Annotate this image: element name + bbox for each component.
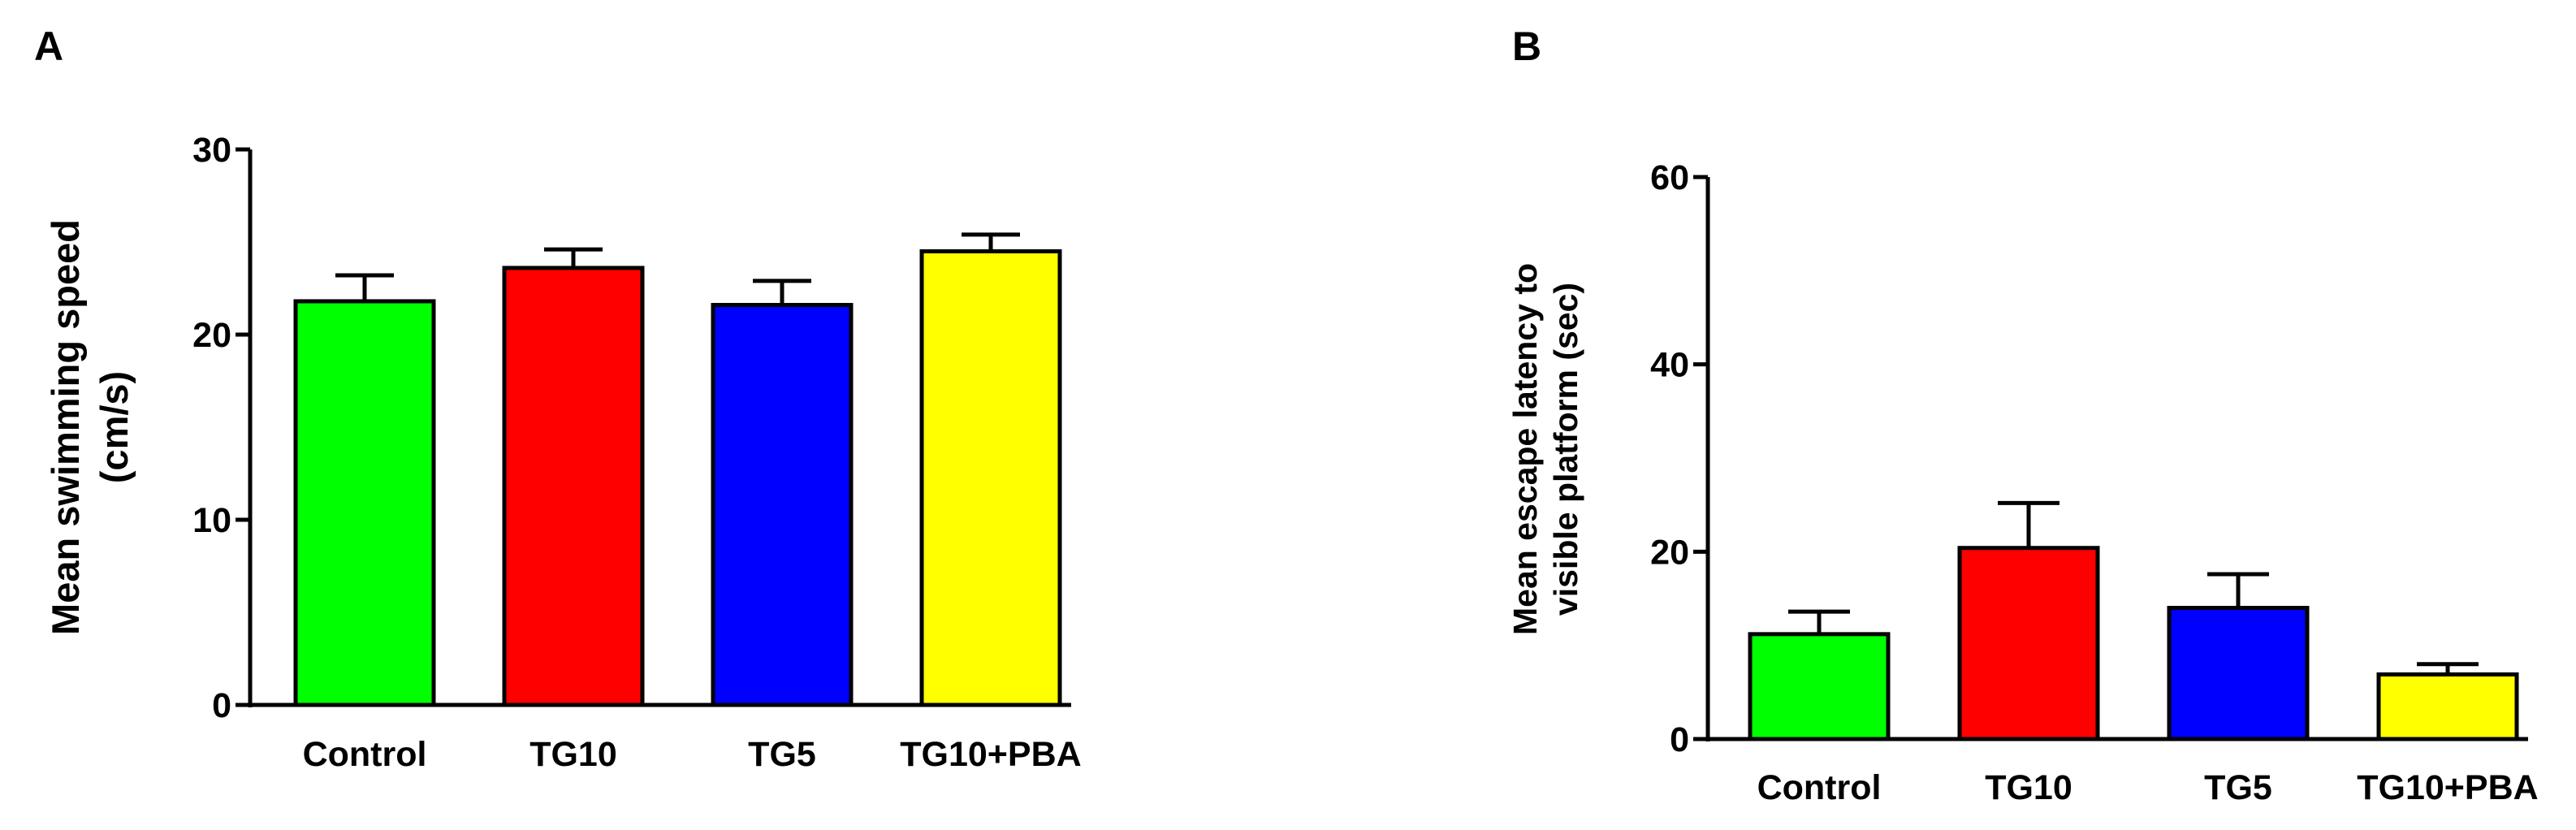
x-tick-label: TG5 — [2204, 768, 2272, 807]
y-tick-label: 60 — [1650, 158, 1689, 197]
y-tick-label: 40 — [1650, 346, 1689, 385]
y-axis-label-line: Mean escape latency to — [1506, 263, 1544, 635]
y-axis-label-line: Mean swimming speed — [44, 219, 87, 635]
chart-a: 0 10 20 30 Control TG10 TG5 TG10+PBA Mean swimmi… — [44, 131, 1082, 774]
x-tick-label: TG5 — [748, 735, 816, 774]
y-axis-label-line: (cm/s) — [93, 371, 136, 483]
x-tick-label: TG10 — [529, 735, 617, 774]
bar-control — [293, 299, 436, 707]
bar-tg5 — [711, 303, 854, 707]
y-axis-label: Mean swimming speed (cm/s) — [44, 219, 136, 635]
y-tick-label: 20 — [1650, 533, 1689, 572]
bar-tg10-pba — [2376, 672, 2519, 741]
bar-tg10-pba — [919, 249, 1062, 707]
y-tick-label: 30 — [192, 131, 231, 170]
bar-tg10 — [1957, 546, 2100, 741]
x-tick-label: TG10 — [1985, 768, 2072, 807]
x-tick-label: Control — [303, 735, 427, 774]
y-axis-label-line: visible platform (sec) — [1547, 283, 1584, 616]
panel-letter-b: B — [1512, 24, 1541, 69]
x-tick-label: TG10+PBA — [2357, 768, 2538, 807]
x-tick-label: Control — [1757, 768, 1882, 807]
chart-b: 0 20 40 60 Control TG10 TG5 TG10+PBA Mean escape… — [1506, 158, 2539, 807]
y-tick-label: 20 — [192, 316, 231, 355]
panel-letter-a: A — [34, 24, 63, 69]
bar-tg10 — [502, 266, 645, 707]
x-tick-label: TG10+PBA — [900, 735, 1081, 774]
y-axis-label: Mean escape latency tovisible platform (… — [1506, 263, 1584, 635]
bar-control — [1748, 632, 1891, 741]
y-tick-label: 10 — [192, 501, 231, 540]
y-tick-label: 0 — [1670, 720, 1689, 759]
y-tick-label: 0 — [212, 686, 231, 725]
bar-tg5 — [2167, 606, 2310, 741]
